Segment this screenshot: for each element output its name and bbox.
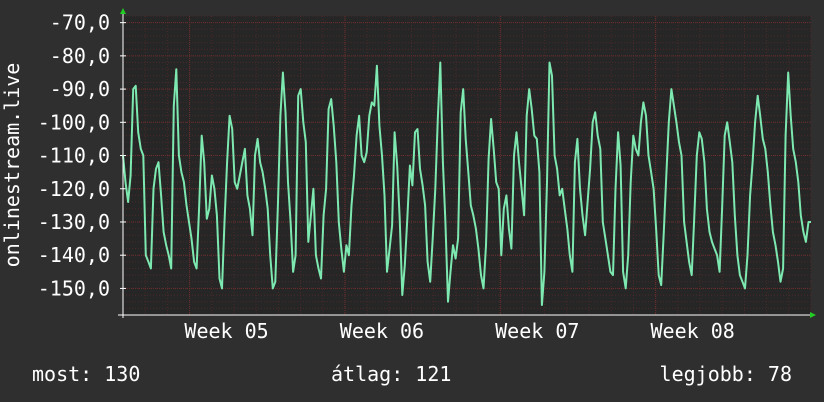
y-tick-label: -140,0 xyxy=(38,243,110,267)
y-axis-ticks: -70,0 -80,0 -90,0 -100,0 -110,0 -120,0 -130,0 -… xyxy=(38,11,811,300)
x-tick-label: Week 05 xyxy=(184,319,268,343)
best-value: legjobb: 78 xyxy=(659,362,792,386)
y-tick-label: -80,0 xyxy=(50,44,110,68)
y-tick-label: -120,0 xyxy=(38,177,110,201)
y-axis-arrow xyxy=(120,8,126,14)
x-axis-ticks: Week 05 Week 06 Week 07 Week 08 xyxy=(184,16,735,343)
y-tick-label: -70,0 xyxy=(50,11,110,35)
current-value: most: 130 xyxy=(32,362,141,386)
y-tick-label: -150,0 xyxy=(38,276,110,300)
y-axis-label: onlinestream.live xyxy=(0,63,24,268)
x-axis-arrow xyxy=(810,312,816,318)
y-tick-label: -100,0 xyxy=(38,110,110,134)
average-value: átlag: 121 xyxy=(331,362,452,386)
series-line xyxy=(122,61,811,306)
x-tick-label: Week 08 xyxy=(650,319,734,343)
y-tick-label: -90,0 xyxy=(50,77,110,101)
x-tick-label: Week 07 xyxy=(495,319,579,343)
y-tick-label: -110,0 xyxy=(38,144,110,168)
y-tick-label: -130,0 xyxy=(38,210,110,234)
x-tick-label: Week 06 xyxy=(340,319,424,343)
